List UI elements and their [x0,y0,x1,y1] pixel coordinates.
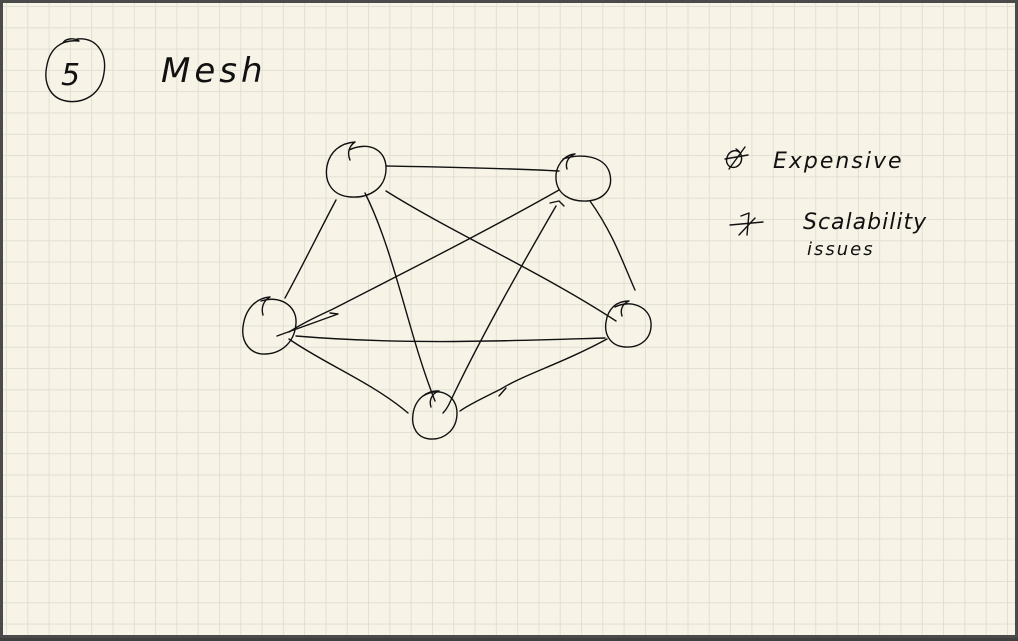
mesh-diagram: 5 Mesh [45,38,927,440]
link-node4-node5 [459,338,608,412]
note-text: Scalability [803,210,927,235]
link-node3-node5 [288,338,409,414]
section-number-circle [45,38,106,103]
link-node2-node5 [442,205,557,414]
link-node1-node3 [284,199,337,299]
bullet-star-icon [729,212,764,236]
note-text: issues [807,239,875,260]
mesh-links [276,165,636,414]
link-node2-node4 [589,200,636,291]
node-3 [242,296,297,355]
section-number: 5 [45,38,106,103]
mesh-nodes [242,141,652,440]
note-item: Expensive [724,146,904,174]
link-node1-node5 [364,192,436,402]
link-node2-node5-arrow [549,200,565,207]
link-node2-node3 [288,189,560,333]
page-title: Mesh [161,51,267,91]
node-4 [604,300,652,348]
link-node4-node5-tick [498,387,507,397]
note-text: Expensive [773,149,904,174]
link-node1-node2 [385,165,560,172]
link-node3-node4 [295,335,606,343]
node-5 [411,390,458,440]
link-node2-node3-arrow [276,312,339,337]
node-1 [325,141,387,198]
node-2 [555,153,612,202]
bullet-star-icon [724,146,749,170]
link-node1-node4 [385,190,617,322]
notes-list: Expensive Scalability issues [724,146,927,260]
note-item: Scalability issues [729,210,927,260]
section-number-text: 5 [61,58,80,93]
